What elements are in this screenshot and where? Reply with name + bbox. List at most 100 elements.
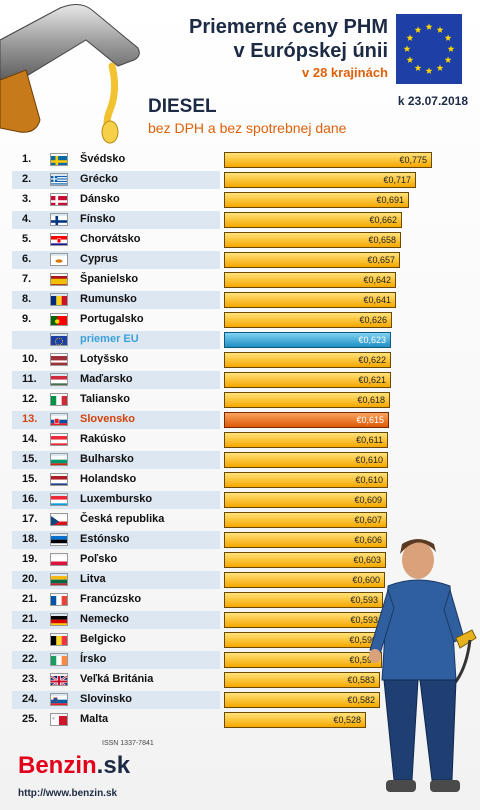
flag-dk-icon — [50, 193, 68, 206]
price-bar: €0,621 — [224, 372, 391, 388]
flag-fr-icon — [50, 593, 68, 606]
rank-label: 11. — [22, 373, 37, 385]
table-row: 19. Poľsko €0,603 — [12, 550, 416, 570]
price-label: €0,623 — [358, 335, 386, 345]
rank-label: 10. — [22, 353, 38, 365]
country-label: Malta — [80, 713, 109, 725]
country-label: Veľká Británia — [80, 673, 154, 685]
price-label: €0,590 — [349, 635, 377, 645]
table-row: 22. Belgicko €0,590 — [12, 630, 416, 650]
rank-label: 16. — [22, 493, 38, 505]
country-label: Lotyšsko — [80, 353, 129, 365]
price-bar: €0,622 — [224, 352, 391, 368]
eu-star-icon — [425, 23, 433, 30]
country-label: Belgicko — [80, 633, 126, 645]
eu-star-icon — [444, 34, 452, 41]
price-label: €0,662 — [369, 215, 397, 225]
country-label: Bulharsko — [80, 453, 134, 465]
price-bar: €0,609 — [224, 492, 387, 508]
rank-label: 6. — [22, 253, 32, 265]
price-bar: €0,642 — [224, 272, 396, 288]
price-label: €0,622 — [358, 355, 386, 365]
table-row: 25. Malta €0,528 — [12, 710, 416, 730]
eu-flag-icon — [396, 14, 462, 84]
country-label: Nemecko — [80, 613, 129, 625]
price-bar: €0,610 — [224, 472, 388, 488]
flag-ee-icon — [50, 533, 68, 546]
price-label: €0,606 — [354, 535, 382, 545]
price-bar: €0,717 — [224, 172, 416, 188]
table-row: 2. Grécko €0,717 — [12, 170, 416, 190]
price-label: €0,610 — [355, 475, 383, 485]
price-label: €0,641 — [363, 295, 391, 305]
table-row: 5. Chorvátsko €0,658 — [12, 230, 416, 250]
title-line-2: v Európskej únii — [233, 40, 388, 62]
price-label: €0,626 — [359, 315, 387, 325]
price-label: €0,717 — [383, 175, 411, 185]
flag-fi-icon — [50, 213, 68, 226]
table-row: 3. Dánsko €0,691 — [12, 190, 416, 210]
row-band — [12, 571, 220, 589]
flag-lt-icon — [50, 573, 68, 586]
country-label: Slovinsko — [80, 693, 132, 705]
eu-star-icon — [447, 45, 455, 52]
price-bar: €0,691 — [224, 192, 409, 208]
price-label: €0,618 — [357, 395, 385, 405]
country-label: Slovensko — [80, 413, 136, 425]
price-label: €0,657 — [367, 255, 395, 265]
country-label: Cyprus — [80, 253, 118, 265]
country-label: Taliansko — [80, 393, 130, 405]
fuel-type: DIESEL — [148, 96, 217, 117]
rank-label: 7. — [22, 273, 32, 285]
rank-label: 4. — [22, 213, 32, 225]
flag-nl-icon — [50, 473, 68, 486]
website-link[interactable]: http://www.benzin.sk — [18, 788, 118, 799]
flag-de-icon — [50, 613, 68, 626]
rank-label: 19. — [22, 553, 38, 565]
country-label: Česká republika — [80, 513, 165, 525]
eu-star-icon — [436, 26, 444, 33]
country-label: Poľsko — [80, 553, 118, 565]
rank-label: 22. — [22, 653, 38, 665]
flag-be-icon — [50, 633, 68, 646]
rank-label: 12. — [22, 393, 38, 405]
price-bar: €0,662 — [224, 212, 402, 228]
price-bar: €0,658 — [224, 232, 401, 248]
gas-station-worker-icon — [369, 539, 477, 792]
price-label: €0,582 — [347, 695, 375, 705]
price-label: €0,642 — [363, 275, 391, 285]
price-bar: €0,528 — [224, 712, 366, 728]
eu-star-icon — [425, 67, 433, 74]
price-label: €0,607 — [354, 515, 382, 525]
eu-star-icon — [414, 26, 422, 33]
table-row: 23. Veľká Británia €0,583 — [12, 670, 416, 690]
eu-star-icon — [444, 56, 452, 63]
eu-star-icon — [406, 34, 414, 41]
table-row: 21. Nemecko €0,593 — [12, 610, 416, 630]
price-bar: €0,641 — [224, 292, 396, 308]
logo-main: Benzin — [18, 752, 97, 779]
country-label: Grécko — [80, 173, 118, 185]
table-row: 18. Estónsko €0,606 — [12, 530, 416, 550]
table-row: 1. Švédsko €0,775 — [12, 150, 432, 170]
price-bar: €0,606 — [224, 532, 387, 548]
row-band — [12, 651, 220, 669]
flag-hu-icon — [50, 373, 68, 386]
country-label: Fínsko — [80, 213, 116, 225]
rank-label: 22. — [22, 633, 38, 645]
price-bar: €0,775 — [224, 152, 432, 168]
country-label: Dánsko — [80, 193, 120, 205]
table-row: 7. Španielsko €0,642 — [12, 270, 416, 290]
country-label: Chorvátsko — [80, 233, 141, 245]
table-row: 9. Portugalsko €0,626 — [12, 310, 416, 330]
flag-at-icon — [50, 433, 68, 446]
eu-star-icon — [436, 64, 444, 71]
table-row: 15. Bulharsko €0,610 — [12, 450, 416, 470]
rank-label: 25. — [22, 713, 38, 725]
fuel-nozzle-icon — [0, 4, 140, 144]
price-label: €0,775 — [399, 155, 427, 165]
flag-eu-icon — [50, 333, 68, 346]
price-label: €0,615 — [356, 415, 384, 425]
price-label: €0,583 — [347, 675, 375, 685]
rank-label: 2. — [22, 173, 32, 185]
